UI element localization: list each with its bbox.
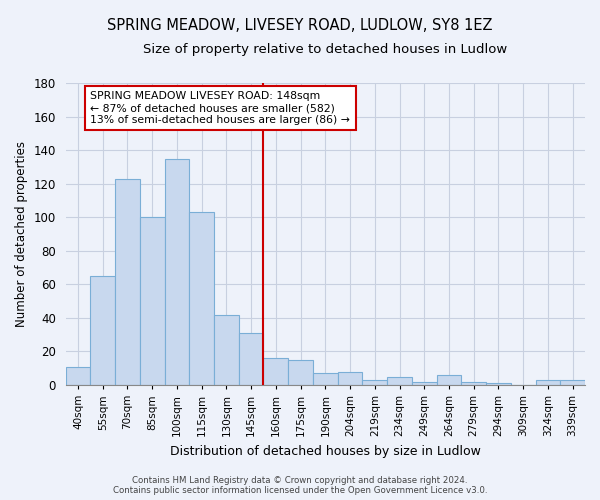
Bar — [437, 375, 461, 385]
Text: SPRING MEADOW, LIVESEY ROAD, LUDLOW, SY8 1EZ: SPRING MEADOW, LIVESEY ROAD, LUDLOW, SY8… — [107, 18, 493, 32]
Bar — [65, 366, 91, 385]
Bar — [338, 372, 362, 385]
Bar — [115, 178, 140, 385]
Bar — [412, 382, 437, 385]
Bar — [263, 358, 288, 385]
Bar — [239, 333, 263, 385]
Bar — [140, 218, 164, 385]
Bar — [560, 380, 585, 385]
Bar — [362, 380, 387, 385]
Bar — [536, 380, 560, 385]
Bar — [387, 376, 412, 385]
Y-axis label: Number of detached properties: Number of detached properties — [15, 141, 28, 327]
Bar — [164, 158, 190, 385]
Bar — [486, 384, 511, 385]
Title: Size of property relative to detached houses in Ludlow: Size of property relative to detached ho… — [143, 42, 508, 56]
Bar — [91, 276, 115, 385]
Bar — [461, 382, 486, 385]
Bar — [313, 374, 338, 385]
Text: Contains HM Land Registry data © Crown copyright and database right 2024.
Contai: Contains HM Land Registry data © Crown c… — [113, 476, 487, 495]
Text: SPRING MEADOW LIVESEY ROAD: 148sqm
← 87% of detached houses are smaller (582)
13: SPRING MEADOW LIVESEY ROAD: 148sqm ← 87%… — [91, 92, 350, 124]
Bar — [288, 360, 313, 385]
X-axis label: Distribution of detached houses by size in Ludlow: Distribution of detached houses by size … — [170, 444, 481, 458]
Bar — [214, 314, 239, 385]
Bar — [190, 212, 214, 385]
